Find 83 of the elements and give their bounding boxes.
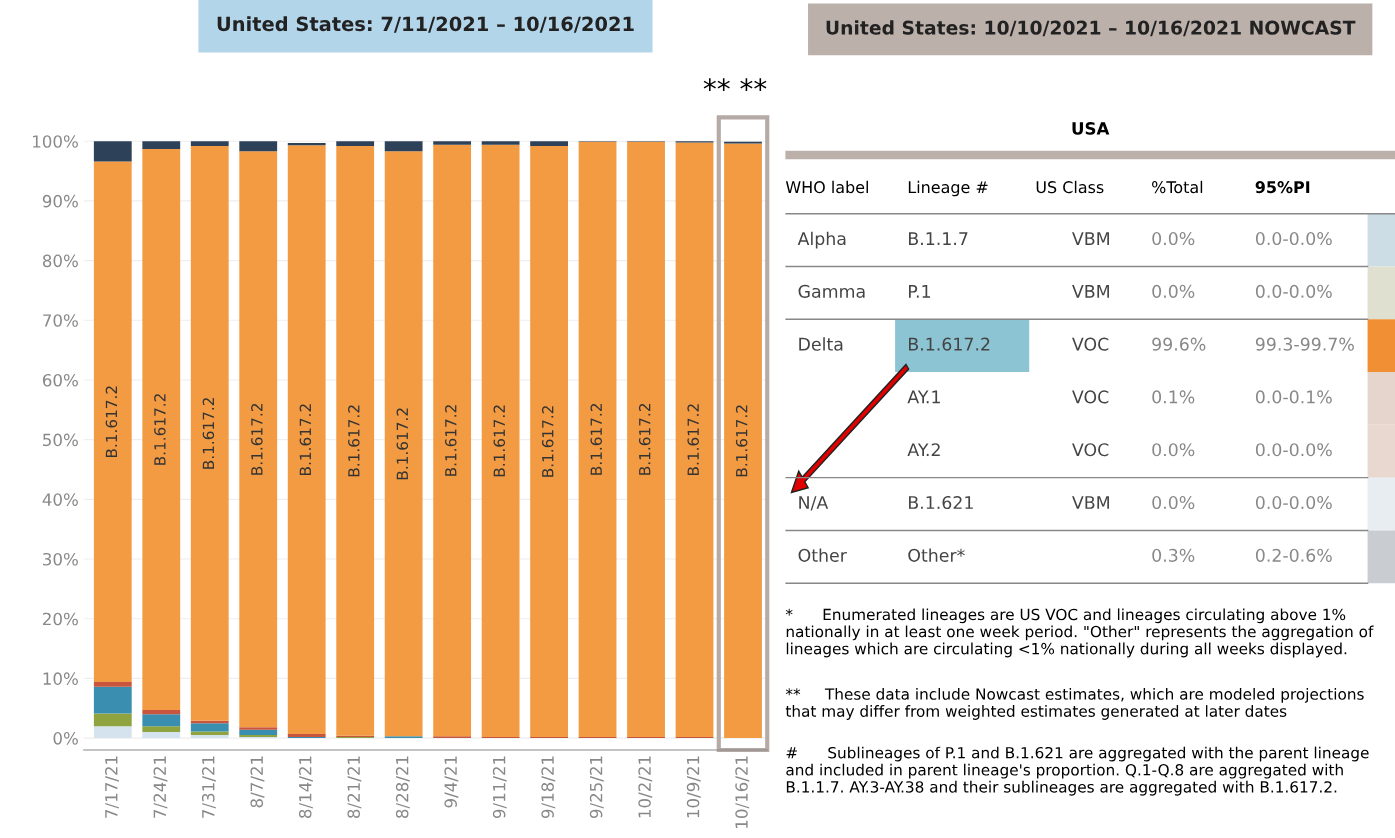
text: VOC <box>1072 337 1109 351</box>
text: 0.0% <box>1152 443 1195 457</box>
text: VBM <box>1072 285 1109 298</box>
series-label: B.1.617.2 <box>154 394 166 465</box>
text: B.1.617.2 <box>105 386 118 458</box>
text: VOC <box>1072 443 1109 457</box>
text: USA <box>1072 122 1110 135</box>
text: 99.3-99.7% <box>1255 337 1354 351</box>
y-tick-label: 50% <box>43 433 78 447</box>
chart-title: United States: 7/11/2021 – 10/16/2021 <box>217 16 634 33</box>
text: 0.0-0.0% <box>1255 443 1332 457</box>
category-label: 95%PI <box>1255 181 1310 194</box>
text: # Sublineages of P.1 and B.1.621 are aggregated with the parent lineage and included in parent lineage's proportion. Q.1-Q.8 are aggregated with B.1.1.7. AY.3-AY.38 and their sublineages are aggregated with B.1.617.2. <box>786 746 1369 796</box>
y-tick-label: 20% <box>43 612 78 626</box>
x-tick-label: 8/28/21 <box>395 756 410 818</box>
text: B.1.617.2 <box>541 406 554 477</box>
x-tick-label: 7/24/21 <box>153 756 168 818</box>
text: Gamma <box>798 284 865 298</box>
x-tick-label: 10/2/21 <box>638 756 653 818</box>
y-tick-label: 90% <box>42 194 78 208</box>
text: 99.6% <box>1152 337 1206 351</box>
y-tick-label: 0% <box>53 732 78 745</box>
text: ** ** <box>703 78 767 91</box>
text: United States: 10/10/2021 – 10/16/2021 NOWCAST <box>826 20 1356 37</box>
text: B.1.617.2 <box>687 404 699 475</box>
x-tick-label: 9/4/21 <box>444 756 459 808</box>
text: VOC <box>1072 390 1109 404</box>
category-label: US Class <box>1036 180 1104 194</box>
text: B.1.617.2 <box>735 405 748 477</box>
text: 0.0-0.0% <box>1255 284 1332 298</box>
y-tick-label: 40% <box>42 493 78 506</box>
text: B.1.1.7 <box>909 232 968 245</box>
y-tick-label: 70% <box>43 314 78 327</box>
text: B.1.617.2 <box>445 405 457 476</box>
y-tick-label: 80% <box>42 254 78 268</box>
x-tick-label: 7/31/21 <box>201 756 216 818</box>
y-tick-label: 60% <box>42 373 78 387</box>
text: 0.3% <box>1152 548 1195 562</box>
category-label: %Total <box>1152 180 1203 194</box>
text: Other* <box>908 548 965 562</box>
x-tick-label: 10/16/21 <box>735 756 750 828</box>
text: B.1.621 <box>909 495 973 510</box>
text: 0.0% <box>1152 231 1195 246</box>
x-tick-label: 8/21/21 <box>347 756 362 818</box>
text: AY.1 <box>907 390 940 404</box>
text: VBM <box>1072 232 1109 245</box>
text: 0.0% <box>1152 284 1195 298</box>
text: ** These data include Nowcast estimates, which are modeled projections that may differ from weighted estimates generated at later dates <box>785 688 1364 720</box>
text: AY.2 <box>907 443 940 457</box>
category-label: Lineage # <box>908 180 988 197</box>
text: B.1.617.2 <box>493 405 506 477</box>
text: N/A <box>799 496 829 511</box>
text: B.1.617.2 <box>202 398 215 469</box>
text: B.1.617.2 <box>638 404 651 475</box>
y-tick-label: 30% <box>43 552 78 566</box>
x-tick-label: 9/18/21 <box>541 756 556 819</box>
text: P.1 <box>909 285 931 298</box>
text: B.1.617.2 <box>590 404 603 475</box>
x-tick-label: 8/7/21 <box>250 756 265 808</box>
category-label: WHO label <box>785 180 868 194</box>
text: Delta <box>799 337 843 351</box>
text: B.1.617.2 <box>348 405 360 477</box>
text: 0.0-0.0% <box>1255 231 1332 246</box>
text: 0.0-0.0% <box>1255 495 1332 510</box>
y-tick-label: 10% <box>43 672 78 685</box>
x-tick-label: 9/11/21 <box>492 756 507 819</box>
text: 0.1% <box>1152 390 1195 404</box>
text: 0.2-0.6% <box>1255 548 1332 562</box>
x-tick-label: 10/9/21 <box>686 756 701 818</box>
y-tick-label: 100% <box>33 135 78 148</box>
text: Other <box>798 548 847 562</box>
x-tick-label: 8/14/21 <box>298 756 313 818</box>
text: VBM <box>1072 496 1109 509</box>
text: 0.0-0.1% <box>1255 390 1332 404</box>
text: B.1.617.2 <box>251 404 263 475</box>
x-tick-label: 7/17/21 <box>105 756 119 818</box>
text: 0.0% <box>1152 495 1195 510</box>
text: B.1.617.2 <box>299 404 312 475</box>
x-tick-label: 9/25/21 <box>589 756 604 819</box>
text: B.1.617.2 <box>909 337 990 351</box>
text: B.1.617.2 <box>396 408 409 480</box>
text: * Enumerated lineages are US VOC and lineages circulating above 1% nationally in at least one week period. "Other" represents the aggregation of lineages which are circulating <1% nationally during all weeks displayed. <box>785 608 1374 658</box>
text: Alpha <box>797 231 846 249</box>
